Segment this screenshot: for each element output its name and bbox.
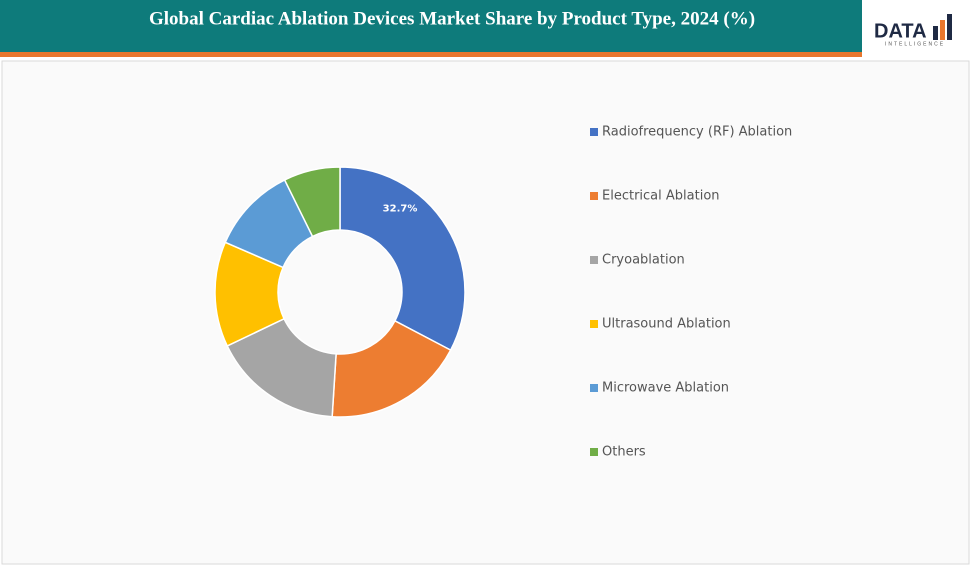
legend-swatch (590, 256, 598, 264)
donut-segment (283, 166, 341, 238)
logo-text: DATA (874, 20, 927, 42)
plot-panel (1, 60, 970, 565)
data-label: 32.7% (383, 204, 418, 215)
header-stripe (0, 52, 862, 57)
legend-label: Others (602, 445, 646, 460)
legend-label: Radiofrequency (RF) Ablation (602, 125, 792, 140)
legend-swatch (590, 320, 598, 328)
legend-swatch (590, 128, 598, 136)
legend-label: Cryoablation (602, 253, 685, 268)
chart-title: Global Cardiac Ablation Devices Market S… (149, 8, 755, 29)
legend-swatch (590, 192, 598, 200)
header-bar (0, 0, 862, 52)
logo-bars (933, 14, 952, 40)
legend-swatch (590, 448, 598, 456)
legend-label: Microwave Ablation (602, 381, 729, 396)
logo-box (862, 0, 975, 57)
legend-swatch (590, 384, 598, 392)
logo-subtext: INTELLIGENCE (885, 41, 945, 47)
legend-label: Electrical Ablation (602, 189, 720, 204)
donut-segment (331, 319, 452, 418)
donut-segment (339, 166, 466, 352)
legend-label: Ultrasound Ablation (602, 317, 731, 332)
